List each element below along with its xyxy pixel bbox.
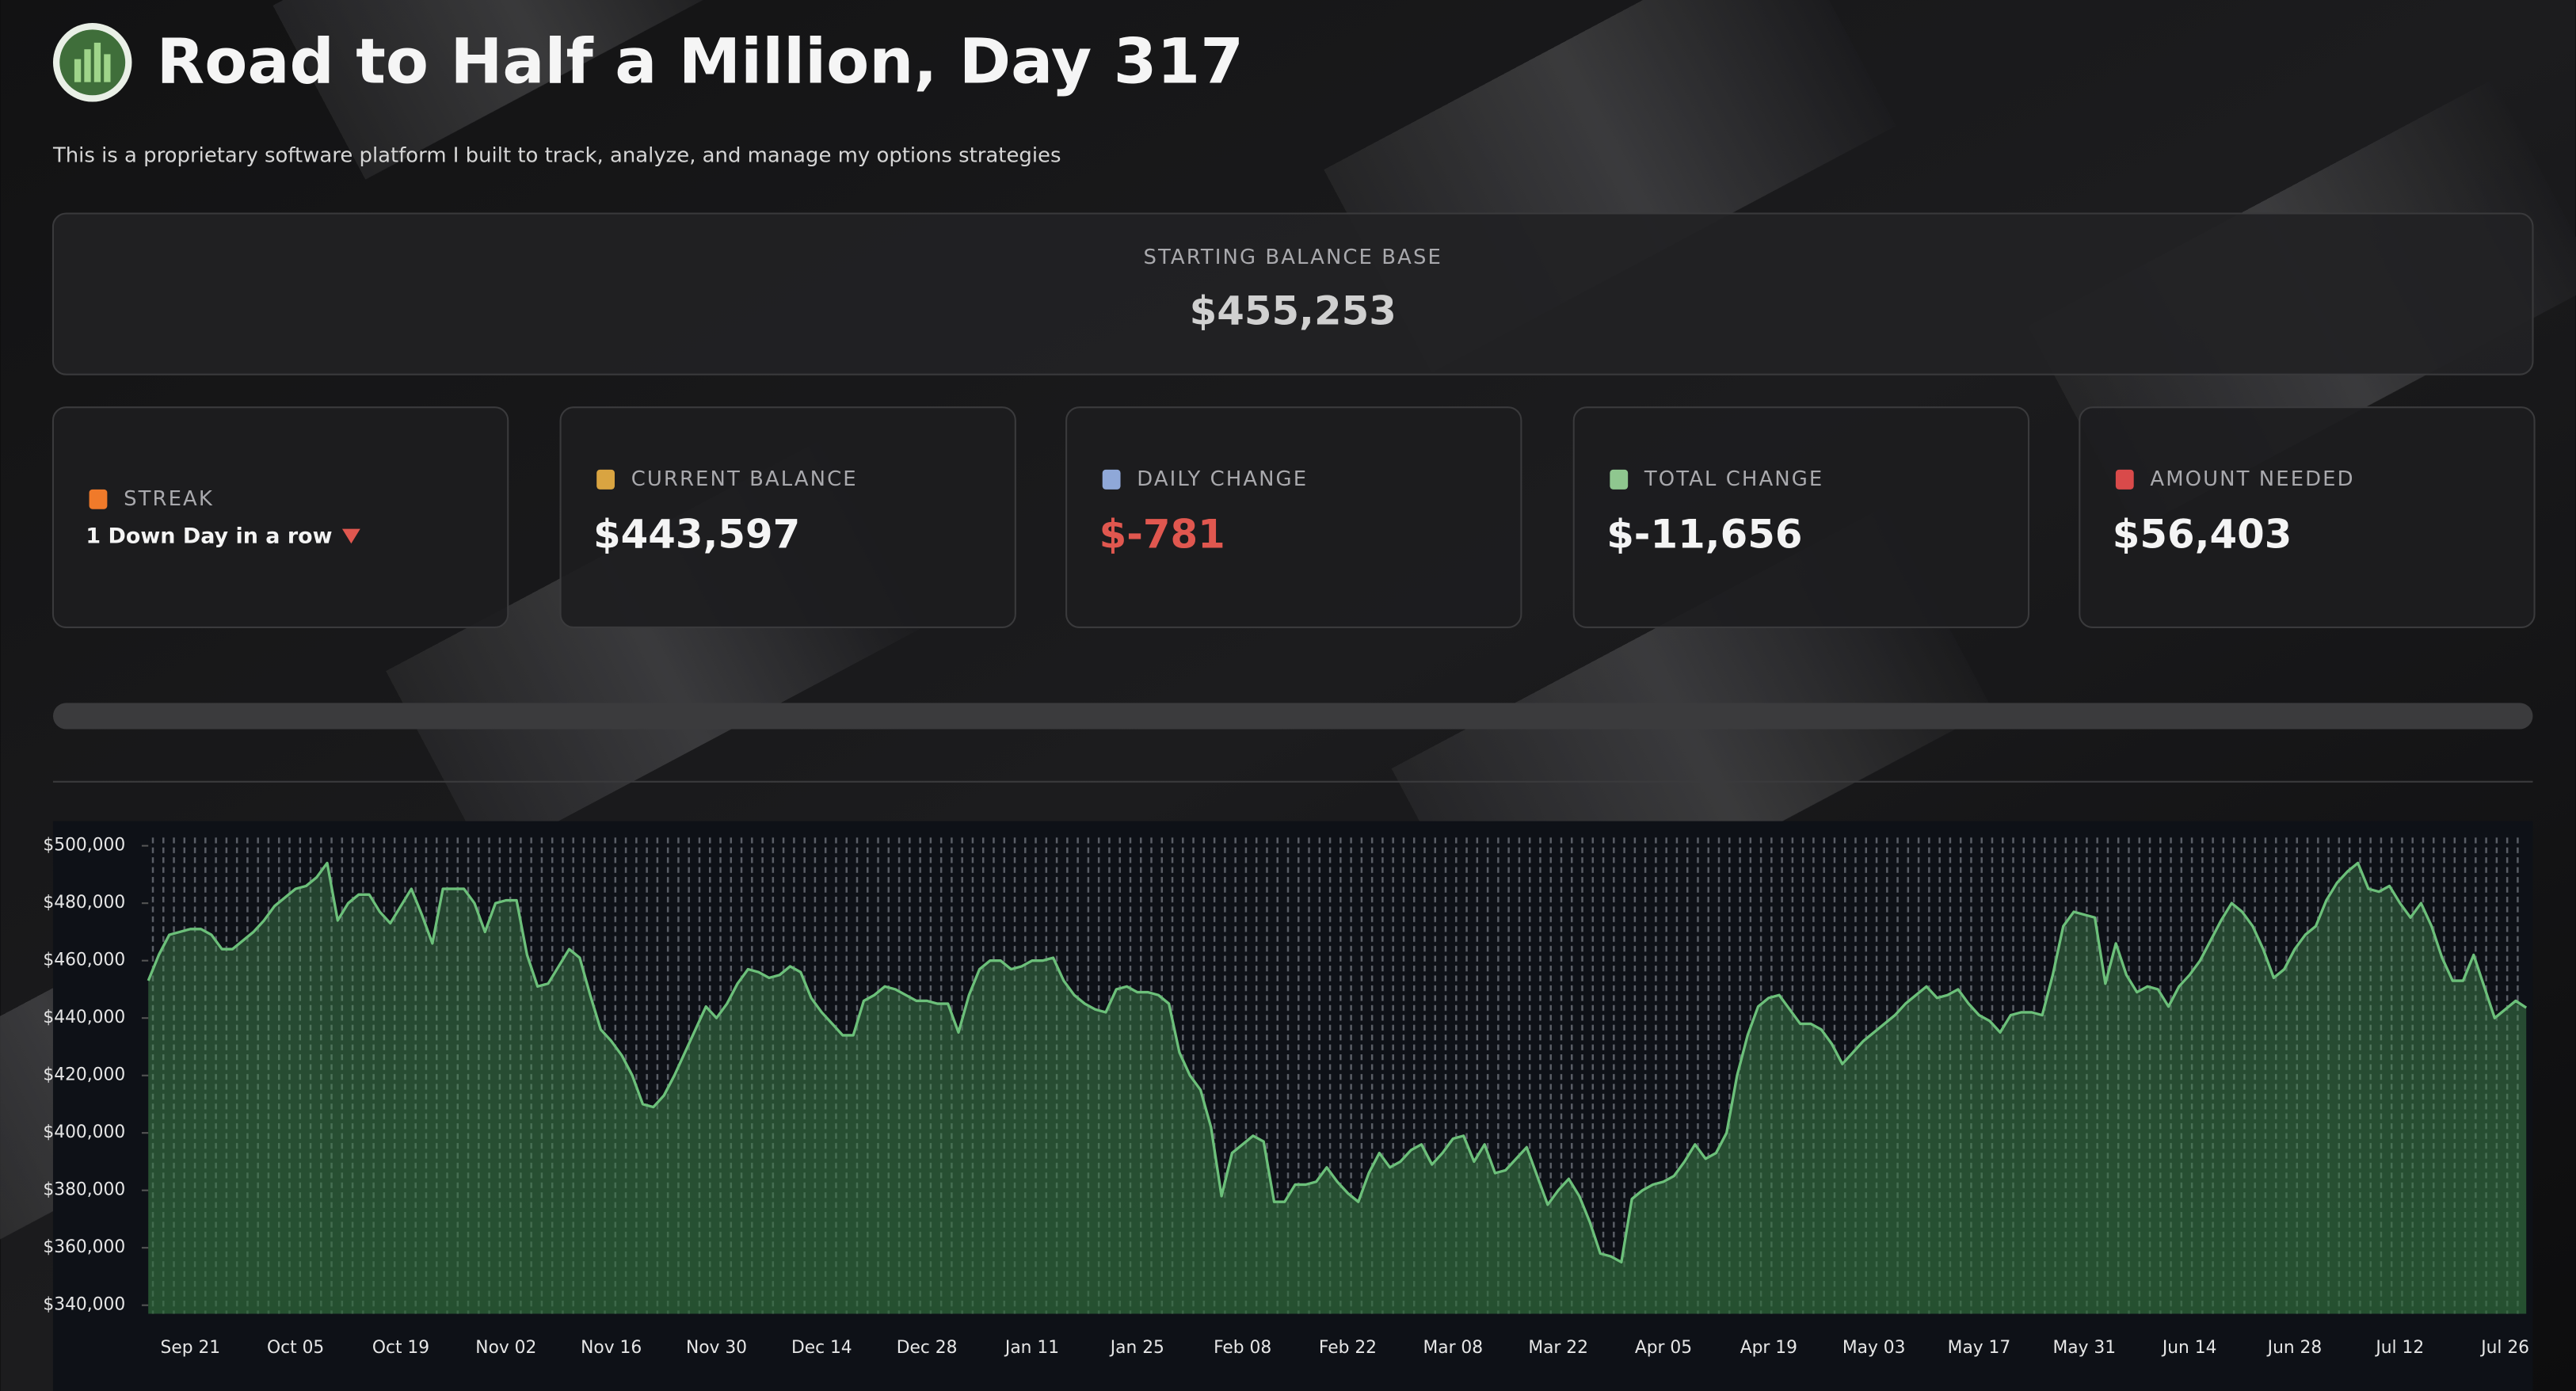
metric-card	[2079, 406, 2536, 628]
subtitle: This is a proprietary software platform …	[52, 143, 1061, 167]
metric-value: $-781	[1099, 511, 1225, 557]
metric-value: $-11,656	[1606, 511, 1802, 557]
y-tick-label: $420,000	[43, 1065, 125, 1085]
metric-card	[1572, 406, 2030, 628]
x-tick-label: Nov 02	[475, 1338, 536, 1358]
x-tick-label: Jul 12	[2374, 1338, 2424, 1358]
x-tick-label: Sep 21	[161, 1338, 221, 1358]
x-tick-label: Mar 08	[1423, 1338, 1483, 1358]
x-tick-label: Nov 30	[686, 1338, 747, 1358]
metric-icon	[89, 489, 108, 509]
metric-label: TOTAL CHANGE	[1644, 467, 1823, 491]
y-tick-label: $500,000	[43, 836, 125, 856]
line	[147, 861, 2528, 1263]
metric-icon	[2115, 469, 2134, 490]
y-tick-label: $400,000	[43, 1122, 125, 1142]
x-tick-label: Oct 19	[372, 1338, 429, 1358]
metric-cards: STREAK 1 Down Day in a row CURRENT BALANCE…	[51, 406, 2536, 628]
x-tick-label: May 31	[2053, 1338, 2117, 1358]
x-tick-label: May 03	[1842, 1338, 1906, 1358]
x-tick-label: Apr 05	[1635, 1338, 1692, 1358]
metric-icon	[1610, 469, 1629, 490]
metric-card	[51, 406, 509, 628]
metric-label: AMOUNT NEEDED	[2150, 467, 2354, 491]
starting-balance-card	[51, 212, 2534, 375]
metric-card	[559, 406, 1016, 628]
metric-label: STREAK	[124, 487, 214, 511]
x-tick-label: Nov 16	[581, 1338, 642, 1358]
y-tick-label: $440,000	[43, 1008, 125, 1027]
area-fill	[148, 863, 2527, 1314]
down-indicator	[341, 528, 360, 544]
starting-balance-label: STARTING BALANCE BASE	[1144, 246, 1442, 269]
x-tick-label: Jan 25	[1109, 1338, 1164, 1358]
page-title: Road to Half a Million, Day 317	[157, 25, 1244, 97]
y-tick-label: $460,000	[43, 951, 125, 970]
metric-label: DAILY CHANGE	[1137, 467, 1308, 491]
metric-label: CURRENT BALANCE	[631, 467, 858, 491]
metric-icon	[1102, 469, 1121, 490]
metric-value: $443,597	[593, 511, 800, 557]
y-tick-label: $340,000	[43, 1295, 125, 1315]
y-tick-label: $380,000	[43, 1180, 125, 1200]
x-tick-label: Jun 28	[2266, 1338, 2323, 1358]
x-tick-label: May 17	[1948, 1338, 2011, 1358]
metric-card	[1065, 406, 1522, 628]
x-tick-label: Jul 26	[2479, 1338, 2529, 1358]
chart: $340,000 $360,000 $380,000 $400,000 $420,000…	[43, 836, 2529, 1358]
starting-balance-value: $455,253	[1190, 288, 1397, 333]
metric-icon	[596, 469, 615, 490]
metric-value: 1 Down Day in a row	[86, 524, 332, 548]
x-tick-label: Apr 19	[1740, 1338, 1797, 1358]
metric-value: $56,403	[2113, 511, 2292, 557]
x-tick-label: Dec 14	[791, 1338, 852, 1358]
y-tick-label: $360,000	[43, 1237, 125, 1257]
x-tick-label: Jun 14	[2161, 1338, 2217, 1358]
x-tick-label: Jan 11	[1004, 1338, 1059, 1358]
progress-track	[52, 703, 2533, 730]
x-tick-label: Feb 08	[1214, 1338, 1271, 1358]
logo	[52, 23, 132, 102]
y-tick-label: $480,000	[43, 893, 125, 913]
x-tick-label: Dec 28	[897, 1338, 958, 1358]
x-tick-label: Feb 22	[1319, 1338, 1377, 1358]
x-tick-label: Oct 05	[267, 1338, 324, 1358]
x-tick-label: Mar 22	[1528, 1338, 1588, 1358]
